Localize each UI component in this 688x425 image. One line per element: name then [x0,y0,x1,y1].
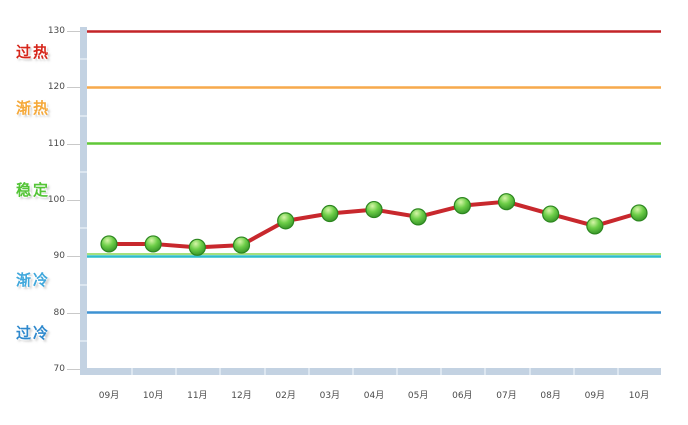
data-point-marker[interactable] [188,238,206,256]
zone-label: 过冷 [16,324,51,343]
x-axis-tick-label: 07月 [496,391,517,401]
zone-threshold-line [87,311,661,315]
y-axis-tick-label: 130 [47,26,65,36]
x-axis-tick-label: 09月 [584,391,606,401]
y-tick-mark [67,87,80,89]
data-point-marker[interactable] [453,197,471,215]
y-tick-mark [67,312,80,314]
x-axis-segment-break [528,368,531,375]
y-tick-mark [67,143,80,145]
x-axis-tick-label: 05月 [407,391,429,401]
x-axis-tick-label: 10月 [142,391,164,401]
y-axis-minor-tick [80,227,87,230]
y-axis-minor-tick [80,339,87,342]
x-axis-tick-label: 09月 [98,391,120,401]
x-axis-segment-break [396,368,399,375]
data-point-marker[interactable] [277,212,295,230]
zone-label: 渐热 [16,99,51,118]
y-tick-mark [67,256,80,258]
x-axis [80,368,661,375]
x-axis-tick-label: 12月 [231,391,252,401]
x-axis-segment-break [263,368,266,375]
y-tick-mark [67,31,80,32]
zone-label: 稳定 [16,180,51,199]
y-axis-tick-label: 90 [53,251,65,262]
x-axis-tick-label: 10月 [628,391,650,401]
y-axis-minor-tick [80,58,87,61]
zone-label: 过热 [16,42,51,61]
data-point-marker[interactable] [630,204,648,222]
x-axis-tick-label: 02月 [275,391,296,401]
y-tick-mark [67,200,80,201]
x-axis-segment-break [219,368,222,375]
y-axis [80,27,87,375]
x-axis-segment-break [616,368,619,375]
data-point-marker[interactable] [409,208,427,226]
x-axis-tick-label: 04月 [363,391,385,401]
zone-threshold-line [87,142,661,146]
x-axis-segment-break [307,368,310,375]
zone-label: 渐冷 [16,270,51,289]
data-points-group [100,193,648,256]
y-axis-tick-label: 110 [47,138,65,149]
x-axis-tick-label: 03月 [319,391,341,401]
y-axis-tick-label: 120 [47,82,65,93]
y-axis-minor-tick [80,170,87,173]
data-point-marker[interactable] [100,235,118,253]
data-point-marker[interactable] [365,200,383,219]
x-axis-segment-break [440,368,443,375]
x-axis-segment-break [175,368,178,375]
x-axis-segment-break [351,368,354,375]
zone-threshold-line [87,29,661,33]
zone-threshold-line [87,85,661,89]
data-point-marker[interactable] [144,235,162,253]
y-axis-minor-tick [80,283,87,286]
data-point-marker[interactable] [232,236,251,254]
x-axis-segment-break [484,368,487,375]
data-point-marker[interactable] [542,205,560,223]
y-tick-mark [67,369,80,370]
data-point-marker[interactable] [586,217,604,235]
x-axis-segment-break [572,368,575,375]
zone-line-stripe [87,252,661,255]
x-axis-segment-break [131,368,134,375]
y-axis-tick-label: 80 [53,307,65,318]
x-axis-tick-label: 08月 [540,391,561,401]
x-axis-tick-label: 06月 [452,391,473,401]
y-axis-tick-label: 70 [53,364,65,374]
data-point-marker[interactable] [321,204,339,223]
zone-threshold-line [87,254,661,258]
y-axis-tick-label: 100 [47,195,65,205]
y-axis-minor-tick [80,114,87,117]
x-axis-tick-label: 11月 [187,391,208,401]
data-point-marker[interactable] [497,193,516,211]
